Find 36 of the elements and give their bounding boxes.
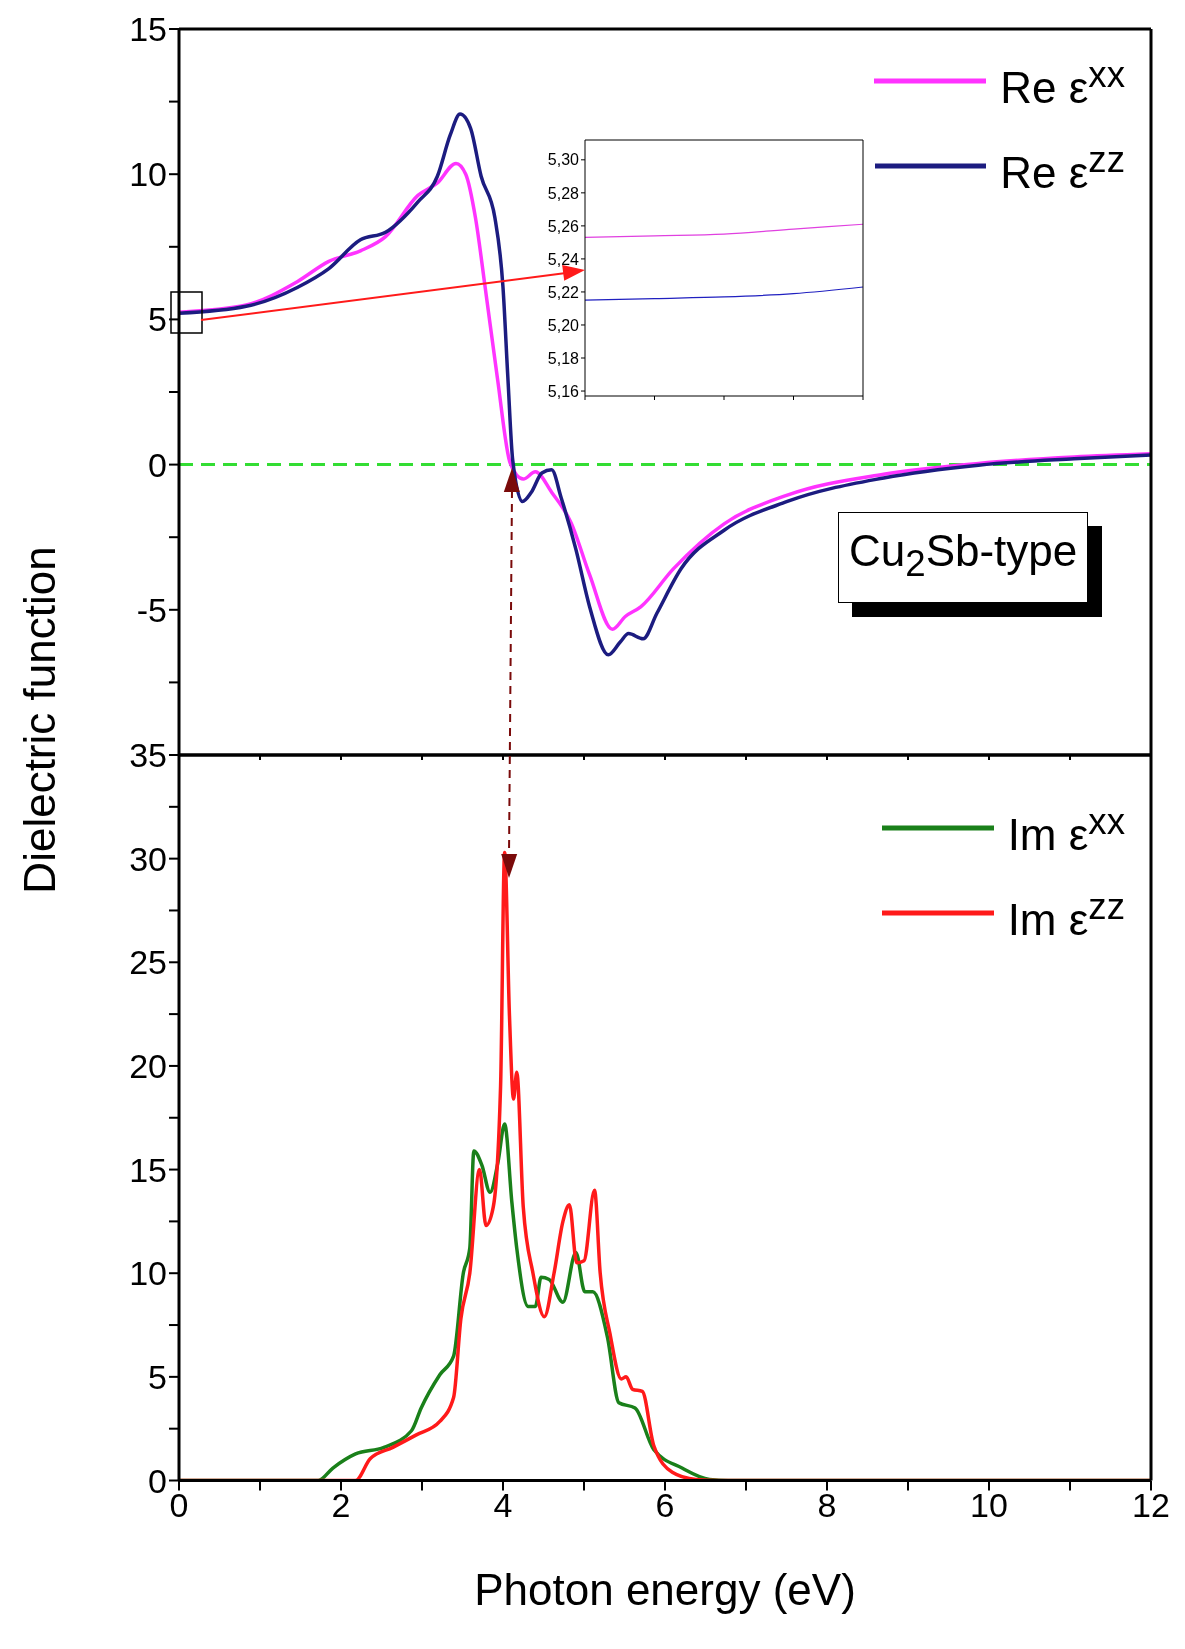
x-tick-label: 8 <box>817 1485 837 1524</box>
y-tick-label: 25 <box>129 943 167 982</box>
y-tick-label: 0 <box>148 445 167 484</box>
y-tick-label: 20 <box>129 1047 167 1085</box>
line-series <box>584 286 864 301</box>
y-tick-label: 5,22 <box>547 283 580 301</box>
y-tick-label: 15 <box>129 10 167 49</box>
y-tick-label: 5 <box>148 300 167 339</box>
legend-label: Re ε$^{zz}$ <box>1000 137 1125 198</box>
annotation: Cu$_{2}$Sb-type <box>838 512 1089 603</box>
y-tick-label: 10 <box>129 1254 167 1293</box>
legend-label: Im ε$^{zz}$ <box>1007 884 1125 945</box>
y-tick-label: 5,18 <box>547 349 580 367</box>
y-tick-label: 0 <box>148 1461 167 1500</box>
y-tick-label: 5,28 <box>547 184 580 202</box>
legend-label: Im ε$^{xx}$ <box>1007 800 1125 860</box>
y-tick-label: 5,30 <box>547 151 580 169</box>
line-series <box>584 223 864 239</box>
y-tick-label: 5,24 <box>547 250 580 268</box>
y-tick-label: 10 <box>129 155 167 194</box>
x-tick-label: 4 <box>493 1485 513 1524</box>
x-tick-label: 2 <box>331 1485 351 1524</box>
x-tick-label: 12 <box>1132 1485 1170 1524</box>
y-axis-title: Dielectric function <box>15 546 65 894</box>
legend-label: Re ε$^{xx}$ <box>1000 53 1125 113</box>
x-axis-title: Photon energy (eV) <box>474 1565 856 1615</box>
y-tick-label: 5 <box>148 1357 167 1396</box>
y-tick-label: 35 <box>129 736 167 775</box>
y-tick-label: 15 <box>129 1150 167 1189</box>
y-tick-label: 30 <box>129 839 167 878</box>
y-tick-label: 5,20 <box>547 316 580 334</box>
y-tick-label: 5,16 <box>547 382 580 400</box>
y-tick-label: -5 <box>136 590 167 629</box>
x-tick-label: 6 <box>655 1485 675 1524</box>
y-tick-label: 5,26 <box>547 217 580 235</box>
x-tick-label: 10 <box>970 1485 1008 1524</box>
